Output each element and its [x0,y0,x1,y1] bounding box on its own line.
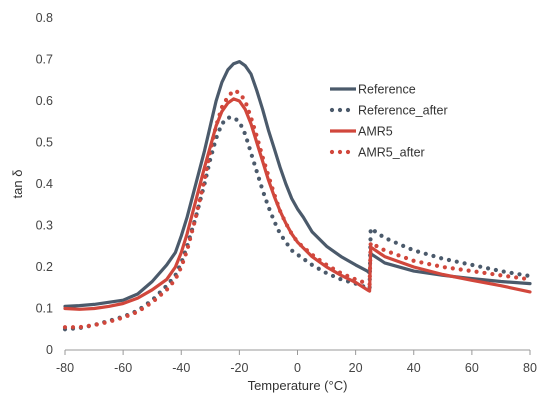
y-tick-label: 0.6 [36,94,53,108]
y-tick-label: 0.5 [36,136,53,150]
x-tick-label: -60 [114,361,132,375]
x-tick-label: 60 [465,361,479,375]
x-axis-ticks: -80 -60 -40 -20 0 20 40 60 80 [56,350,537,375]
legend: Reference Reference_after AMR5 AMR5_after [329,83,448,160]
y-tick-label: 0.2 [36,260,53,274]
y-tick-label: 0.7 [36,53,53,67]
x-tick-label: -80 [56,361,74,375]
y-tick-label: 0.8 [36,11,53,25]
x-tick-label: 80 [523,361,537,375]
x-tick-label: -40 [172,361,190,375]
x-axis-label: Temperature (°C) [248,378,348,393]
y-tick-label: 0 [46,343,53,357]
legend-label: Reference [358,83,416,97]
y-axis-label: tan δ [10,170,25,199]
y-tick-label: 0.4 [36,177,53,191]
y-tick-label: 0.3 [36,219,53,233]
x-tick-label: 20 [349,361,363,375]
series-line-amr5 [63,97,532,311]
series-line-amr5-after [62,88,533,330]
y-axis-ticks: 0 0.1 0.2 0.3 0.4 0.5 0.6 0.7 0.8 [36,11,53,357]
series-layer [62,60,533,332]
legend-label: AMR5 [358,125,393,139]
legend-label: AMR5_after [358,146,425,160]
x-tick-label: 0 [294,361,301,375]
y-tick-label: 0.1 [36,302,53,316]
x-tick-label: 40 [407,361,421,375]
legend-label: Reference_after [358,104,448,118]
x-tick-label: -20 [230,361,248,375]
